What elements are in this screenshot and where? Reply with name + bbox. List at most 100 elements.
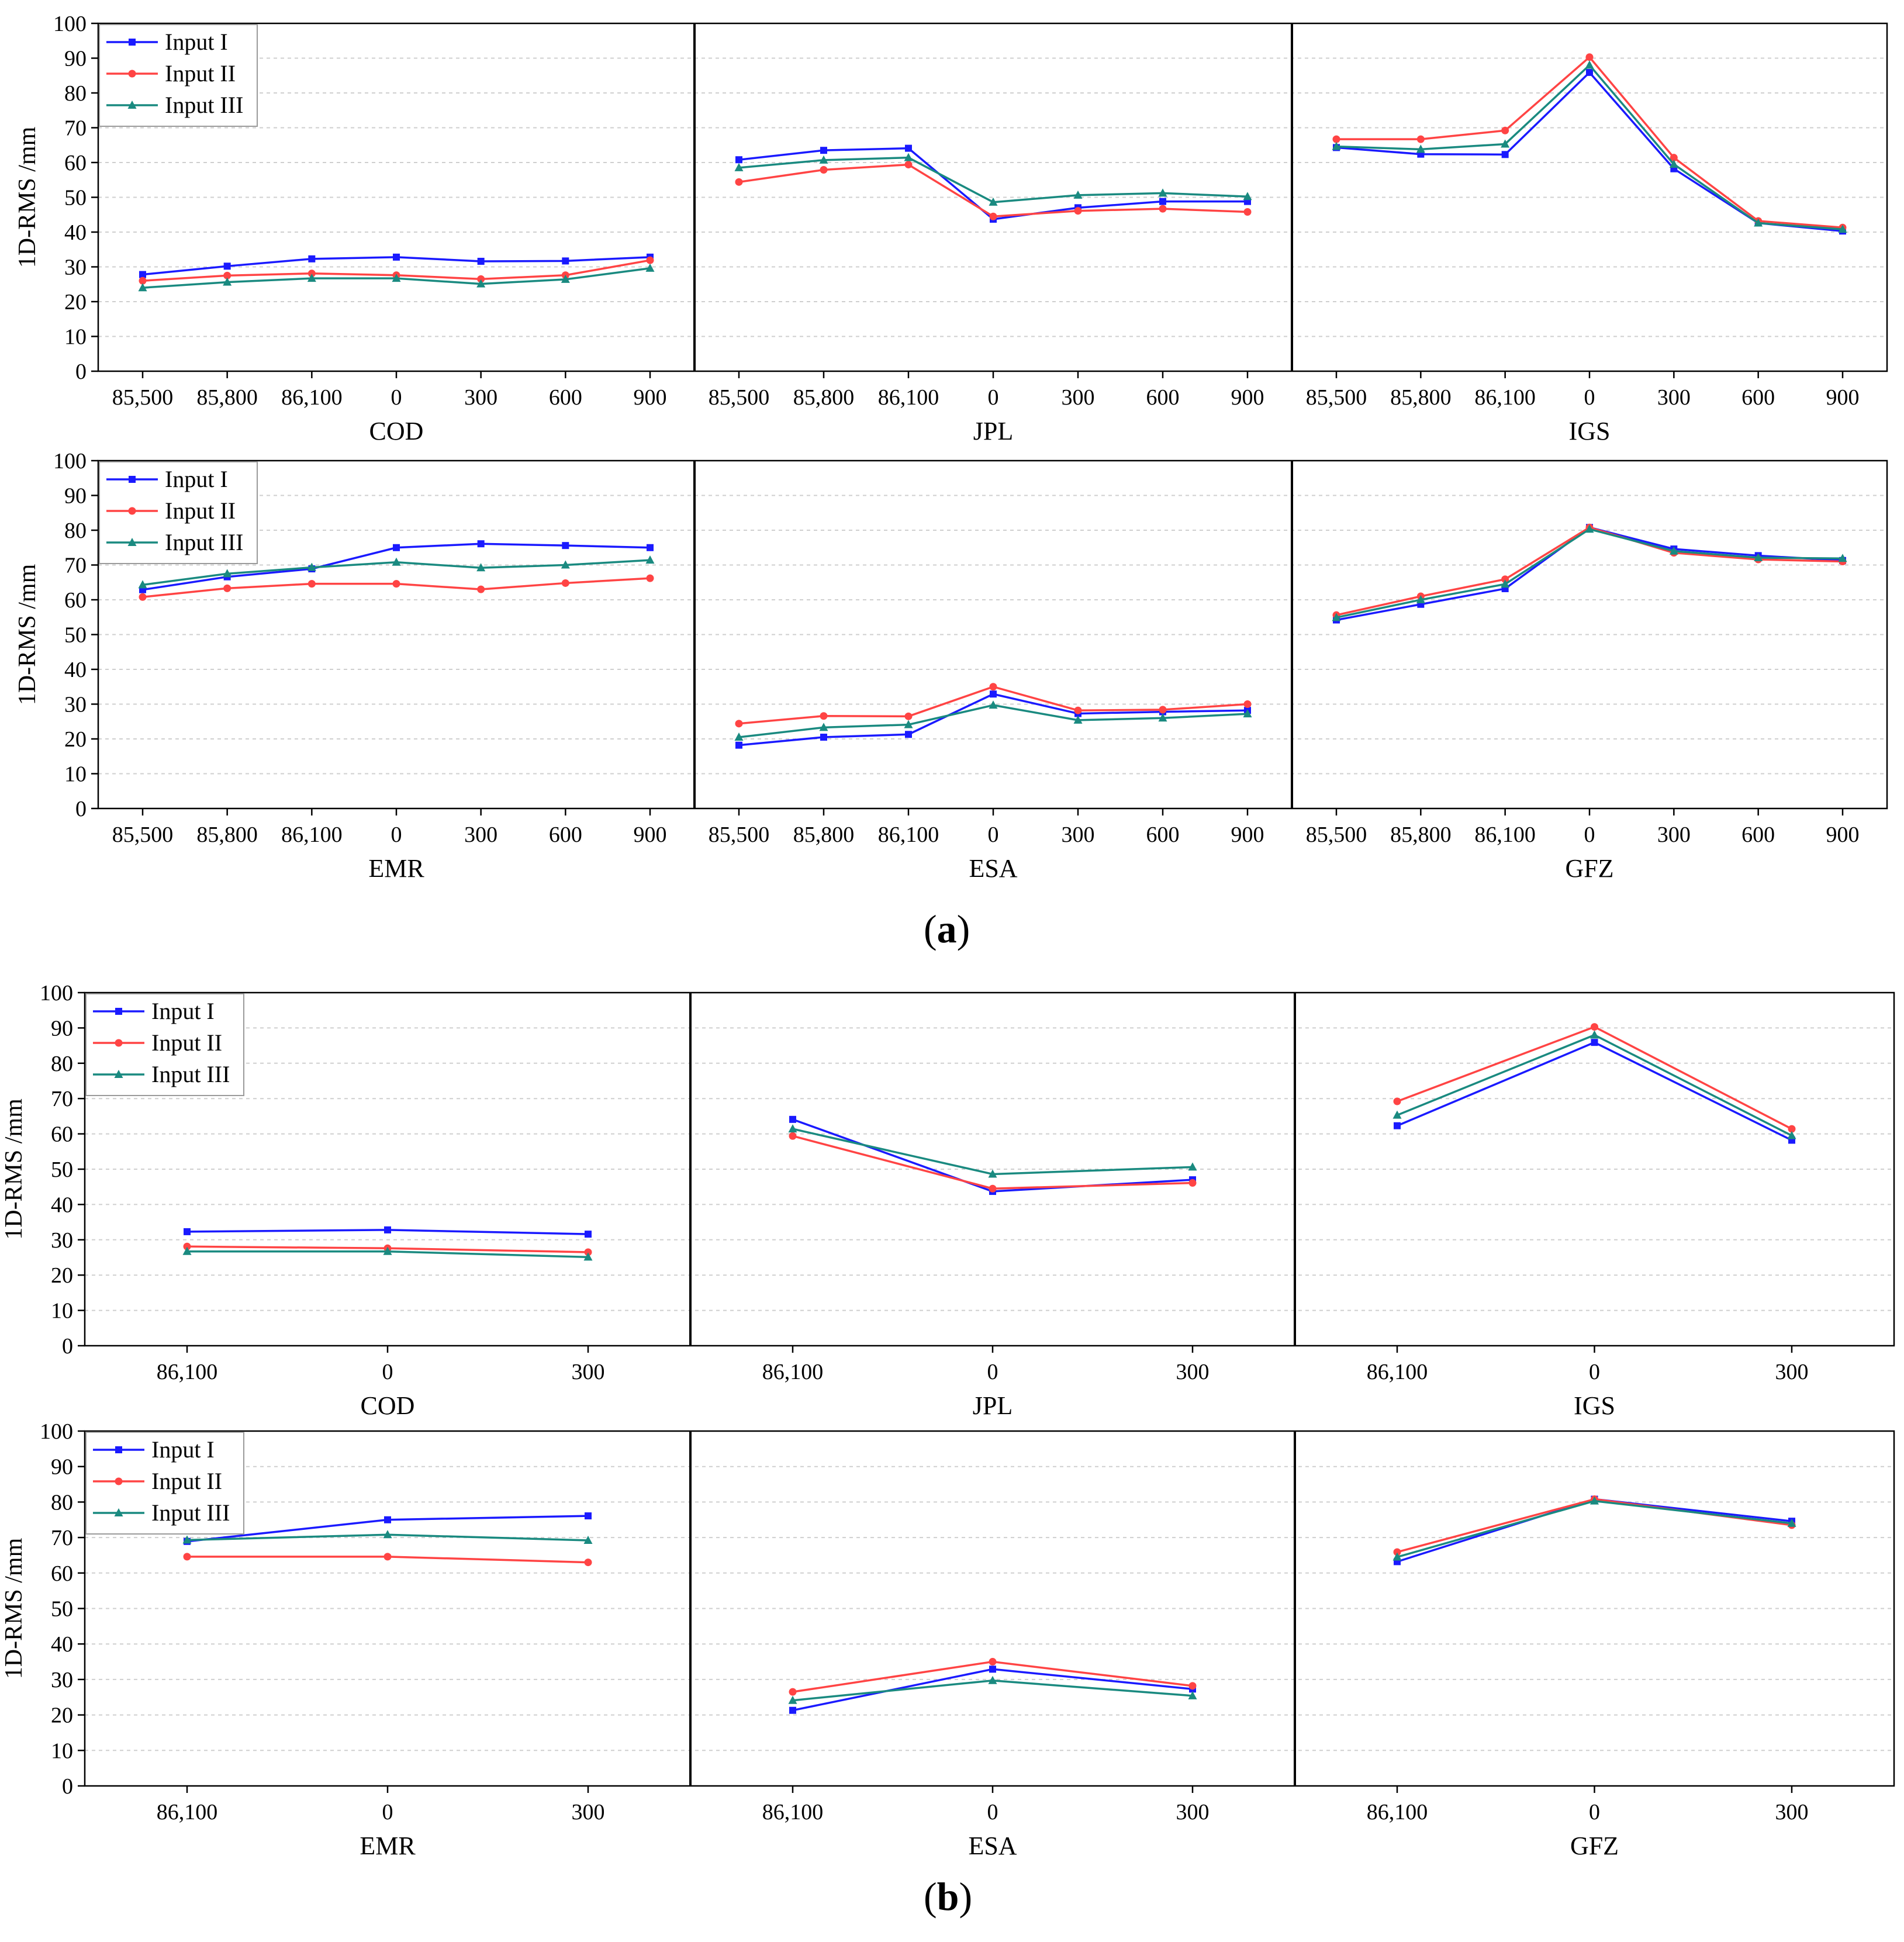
data-point-input-iii — [819, 723, 828, 731]
data-point-input-iii — [1392, 1110, 1402, 1119]
data-point-input-i — [477, 257, 485, 265]
x-tick-label: 0 — [382, 1800, 393, 1824]
x-tick-label: 86,100 — [281, 823, 343, 847]
subplot-igs: 85,500 85,800 86,100 0 300 600 900 IGS — [1306, 53, 1860, 445]
x-tick-label: 600 — [549, 823, 582, 847]
data-point-input-i — [1591, 1039, 1598, 1046]
data-point-input-i — [223, 262, 231, 270]
data-point-input-ii — [477, 275, 485, 283]
data-point-input-i — [820, 147, 827, 154]
data-point-input-ii — [1585, 53, 1594, 61]
x-tick-label: 86,100 — [1367, 1360, 1428, 1384]
y-tick-label: 40 — [64, 220, 87, 245]
x-tick-label: 900 — [1231, 385, 1264, 410]
subplot-emr: 85,500 85,800 86,100 0 300 600 900 EMR — [112, 540, 667, 883]
x-tick-label: 300 — [464, 823, 497, 847]
legend-box — [99, 24, 258, 127]
x-tick-label: 85,500 — [709, 385, 770, 410]
subplot-jpl: 85,500 85,800 86,100 0 300 600 900 JPL — [709, 144, 1264, 445]
data-point-input-ii — [139, 593, 147, 601]
data-point-input-iii — [1501, 579, 1510, 588]
data-point-input-iii — [1073, 715, 1083, 724]
data-point-input-ii — [1393, 1548, 1401, 1556]
data-point-input-iii — [1188, 1162, 1197, 1171]
data-point-input-ii — [989, 1184, 997, 1193]
y-tick-label: 20 — [64, 727, 87, 752]
data-point-input-iii — [561, 274, 570, 283]
data-point-input-iii — [989, 700, 998, 709]
data-point-input-iii — [1392, 1552, 1402, 1561]
x-tick-label: 86,100 — [878, 385, 939, 410]
series-line-input-i — [1336, 71, 1843, 232]
data-point-input-iii — [904, 153, 913, 161]
data-point-input-iii — [988, 1169, 997, 1178]
x-tick-label: 900 — [1231, 823, 1264, 847]
x-tick-label: 300 — [572, 1360, 605, 1384]
y-tick-label: 70 — [64, 116, 87, 141]
x-tick-label: 85,800 — [1390, 385, 1452, 410]
data-point-input-ii — [139, 277, 147, 285]
y-tick-label: 30 — [64, 693, 87, 717]
legend-label-input-i: Input I — [165, 29, 228, 55]
legend-label-input-iii: Input III — [165, 92, 243, 118]
y-tick-label: 60 — [64, 588, 87, 613]
legend-label-input-iii: Input III — [151, 1061, 230, 1087]
subplot-name: ESA — [968, 1832, 1017, 1860]
data-point-input-i — [384, 1516, 391, 1523]
data-point-input-iii — [788, 1695, 797, 1704]
data-point-input-ii — [1159, 706, 1167, 714]
series-line-input-ii — [738, 163, 1248, 217]
data-point-input-ii — [904, 712, 913, 720]
y-tick-label: 30 — [51, 1668, 73, 1692]
data-point-input-iii — [1073, 190, 1083, 199]
series-line-input-iii — [1336, 528, 1843, 619]
data-point-input-i — [1394, 1122, 1401, 1129]
data-point-input-iii — [1838, 554, 1847, 562]
legend-label-input-ii: Input II — [151, 1468, 222, 1494]
data-point-input-ii — [646, 574, 654, 582]
data-point-input-iii — [307, 274, 316, 282]
data-point-input-iii — [734, 732, 744, 741]
data-point-input-ii — [561, 579, 569, 587]
x-tick-label: 85,500 — [1306, 823, 1367, 847]
legend-marker-input-i — [115, 1008, 122, 1015]
data-point-input-ii — [646, 256, 654, 264]
data-point-input-ii — [584, 1248, 592, 1256]
x-tick-label: 85,800 — [793, 385, 855, 410]
data-point-input-ii — [989, 683, 997, 691]
data-point-input-ii — [904, 161, 913, 169]
x-tick-label: 86,100 — [762, 1360, 824, 1384]
data-point-input-ii — [1670, 154, 1678, 162]
legend-label-input-i: Input I — [151, 1436, 215, 1463]
subplot-name: EMR — [368, 854, 424, 883]
x-tick-label: 600 — [1741, 823, 1775, 847]
data-point-input-iii — [1838, 224, 1847, 233]
data-point-input-iii — [1243, 709, 1252, 718]
series-line-input-ii — [792, 1135, 1193, 1190]
data-point-input-i — [905, 144, 912, 152]
legend-marker-input-iii — [127, 538, 137, 546]
y-tick-label: 70 — [51, 1526, 73, 1550]
data-point-input-i — [139, 271, 146, 278]
x-tick-label: 0 — [382, 1360, 393, 1384]
data-point-input-ii — [989, 212, 997, 220]
legend-label-input-iii: Input III — [151, 1499, 230, 1526]
legend-label-input-iii: Input III — [165, 529, 243, 555]
y-tick-label: 20 — [64, 290, 87, 315]
x-tick-label: 86,100 — [157, 1360, 218, 1384]
data-point-input-iii — [1501, 139, 1510, 148]
data-point-input-ii — [1074, 207, 1082, 215]
x-tick-label: 85,500 — [112, 385, 174, 410]
data-point-input-iii — [1188, 1691, 1197, 1699]
y-tick-label: 30 — [51, 1228, 73, 1253]
data-point-input-i — [990, 690, 997, 698]
y-tick-label: 50 — [64, 623, 87, 648]
data-point-input-ii — [1188, 1179, 1197, 1187]
y-tick-label: 40 — [64, 658, 87, 682]
x-tick-label: 900 — [1826, 823, 1860, 847]
data-point-input-i — [1501, 151, 1509, 158]
data-point-input-ii — [307, 269, 316, 278]
legend-marker-input-iii — [114, 1070, 123, 1078]
